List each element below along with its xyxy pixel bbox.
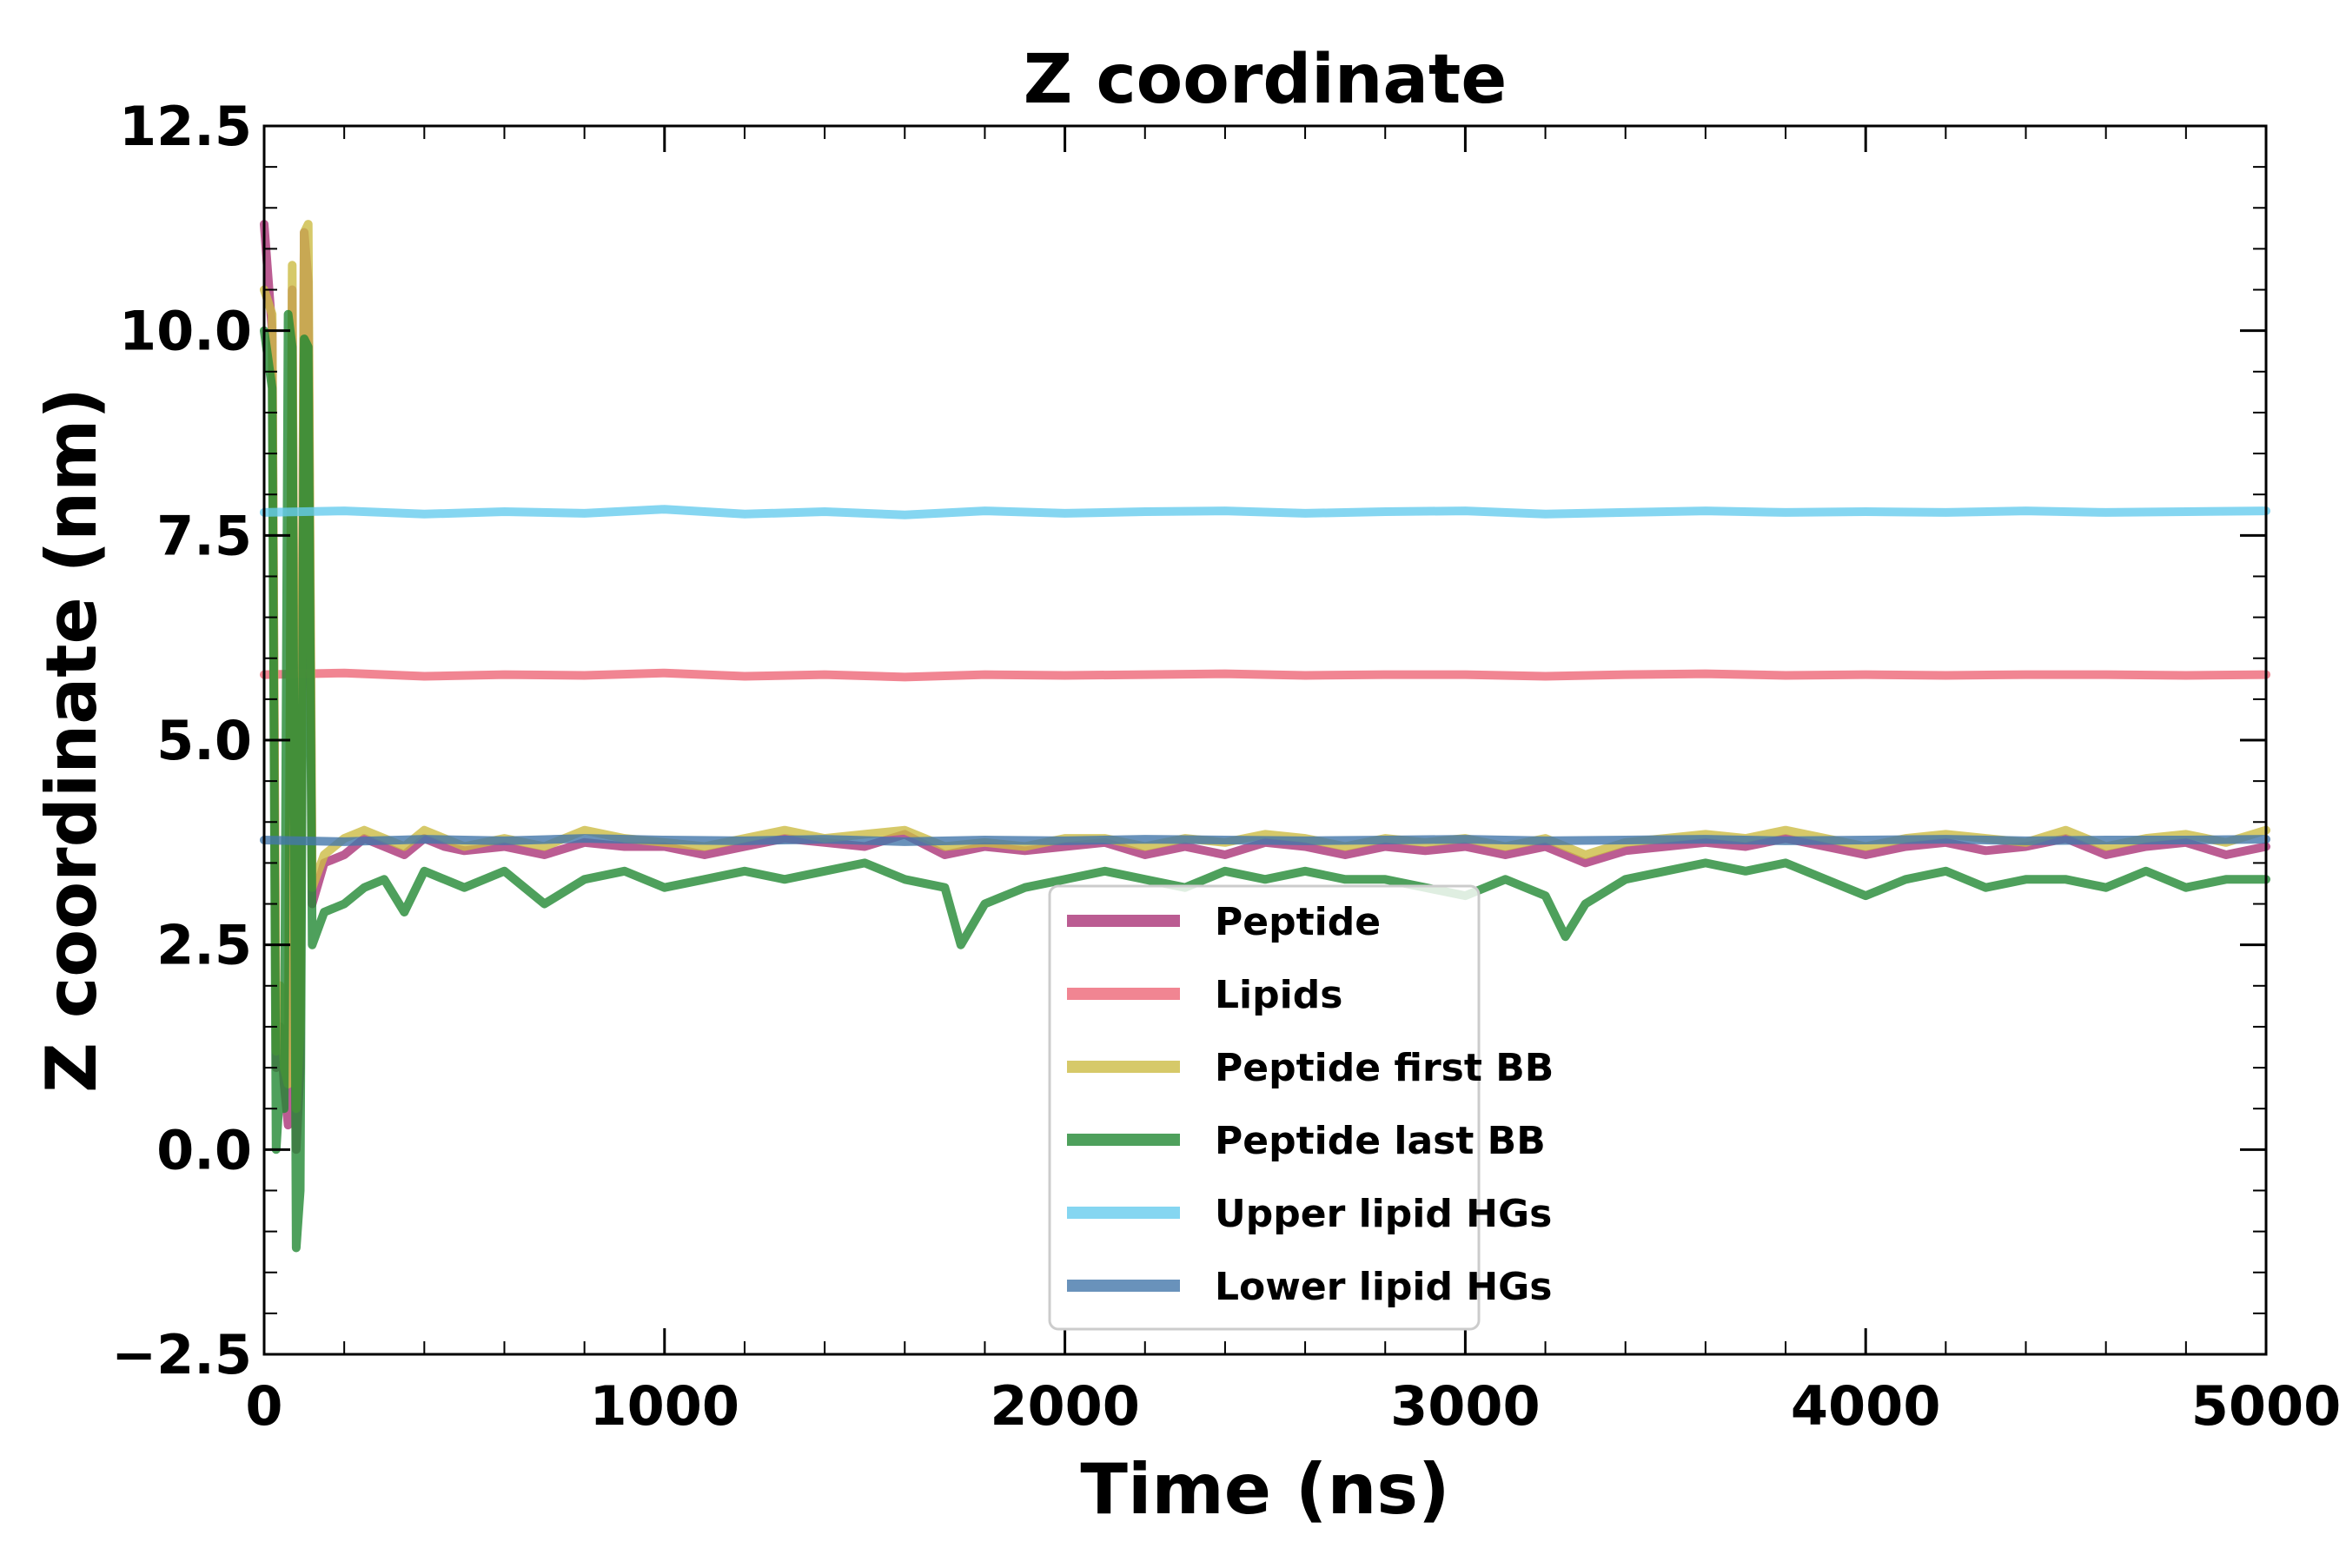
series-line-1: [260, 668, 2270, 682]
y-tick-label-4: 7.5: [156, 504, 252, 567]
legend-label-4: Upper lipid HGs: [1215, 1192, 1552, 1236]
ticks-layer: 0 1000 2000 3000 4000 5000 −2.5 0.0 2.5 5.0 7.5 10.…: [111, 95, 2341, 1438]
legend-label-0: Peptide: [1215, 900, 1381, 944]
series-layer: [260, 220, 2270, 1253]
x-tick-label-2: 2000: [990, 1374, 1140, 1438]
chart-title: Z coordinate: [1024, 41, 1508, 119]
legend-label-1: Lipids: [1215, 973, 1342, 1017]
y-tick-label-5: 10.0: [119, 300, 252, 363]
x-tick-label-3: 3000: [1390, 1374, 1541, 1438]
y-tick-label-3: 5.0: [156, 709, 252, 772]
y-tick-label-1: 0.0: [156, 1118, 252, 1181]
plot-frame: [262, 124, 2268, 1356]
y-axis-label: Z coordinate (nm): [31, 387, 112, 1093]
y-tick-label-0: −2.5: [111, 1323, 252, 1386]
x-tick-label-4: 4000: [1791, 1374, 1941, 1438]
y-tick-label-6: 12.5: [119, 95, 252, 158]
legend-box: [1048, 884, 1481, 1331]
series-line-4: [260, 505, 2270, 519]
legend-label-5: Lower lipid HGs: [1215, 1265, 1552, 1309]
y-tick-label-2: 2.5: [156, 914, 252, 977]
x-tick-label-1: 1000: [590, 1374, 740, 1438]
x-axis-label: Time (ns): [1080, 1449, 1449, 1530]
x-tick-label-0: 0: [245, 1374, 282, 1438]
x-tick-label-5: 5000: [2191, 1374, 2342, 1438]
legend: Peptide Lipids Peptide first BB Peptide las…: [1048, 884, 1554, 1331]
legend-label-3: Peptide last BB: [1215, 1119, 1546, 1163]
series-line-3: [260, 309, 2270, 1253]
legend-label-2: Peptide first BB: [1215, 1046, 1554, 1090]
series-line-5: [260, 834, 2270, 846]
